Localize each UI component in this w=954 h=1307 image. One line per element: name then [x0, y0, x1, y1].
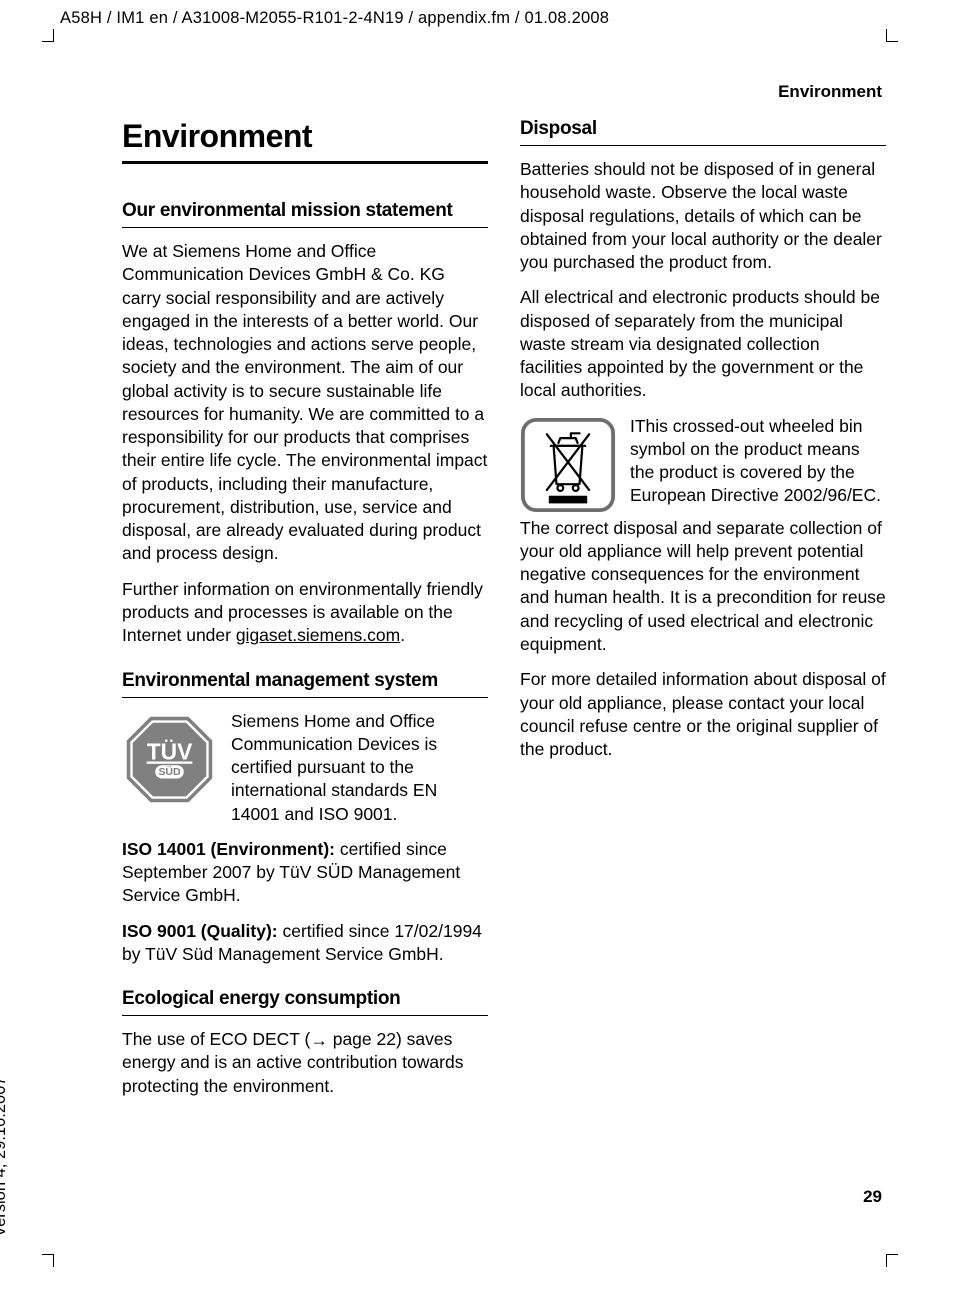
body-text: Further information on environmentally f… — [122, 578, 488, 648]
tuv-sud-icon: TÜV SÜD — [122, 712, 217, 807]
weee-text: IThis crossed-out wheeled bin symbol on … — [630, 415, 886, 513]
crop-mark — [886, 1255, 887, 1267]
crop-mark — [42, 41, 54, 42]
tuv-text: Siemens Home and Office Communication De… — [231, 710, 488, 826]
column-right: Disposal Batteries should not be dispose… — [520, 118, 886, 1110]
column-left: Environment Our environmental mission st… — [122, 118, 488, 1110]
weee-crossed-bin-icon — [520, 417, 616, 513]
text: The use of ECO DECT ( — [122, 1029, 310, 1049]
doc-header-path: A58H / IM1 en / A31008-M2055-R101-2-4N19… — [60, 9, 609, 28]
body-text: All electrical and electronic products s… — [520, 286, 886, 402]
tuv-block: TÜV SÜD Siemens Home and Office Communic… — [122, 710, 488, 826]
crop-mark — [886, 1254, 898, 1255]
page-title: Environment — [122, 118, 488, 164]
crop-mark — [53, 29, 54, 41]
arrow-icon: → — [310, 1029, 328, 1052]
body-text: For more detailed information about disp… — [520, 668, 886, 761]
link-gigaset[interactable]: gigaset.siemens.com — [236, 625, 400, 645]
heading-disposal: Disposal — [520, 118, 886, 146]
crop-mark — [886, 29, 887, 41]
text-bold: ISO 14001 (Environment): — [122, 839, 335, 859]
heading-ems: Environmental management system — [122, 670, 488, 698]
page-number: 29 — [863, 1187, 882, 1207]
body-text: The use of ECO DECT (→ page 22) saves en… — [122, 1028, 488, 1098]
body-text: The correct disposal and separate collec… — [520, 517, 886, 657]
running-head: Environment — [778, 82, 882, 102]
svg-text:SÜD: SÜD — [158, 765, 180, 778]
text: . — [400, 625, 405, 645]
text-bold: ISO 9001 (Quality): — [122, 921, 278, 941]
heading-mission: Our environmental mission statement — [122, 200, 488, 228]
body-text: ISO 14001 (Environment): certified since… — [122, 838, 488, 908]
heading-eco: Ecological energy consumption — [122, 988, 488, 1016]
page-ref[interactable]: page 22 — [328, 1029, 396, 1049]
body-text: Batteries should not be disposed of in g… — [520, 158, 886, 274]
weee-block: IThis crossed-out wheeled bin symbol on … — [520, 415, 886, 513]
body-text: ISO 9001 (Quality): certified since 17/0… — [122, 920, 488, 967]
content-area: Environment Our environmental mission st… — [122, 118, 886, 1110]
crop-mark — [886, 41, 898, 42]
svg-text:TÜV: TÜV — [147, 738, 193, 764]
version-side-text: Version 4, 29.10.2007 — [0, 1076, 10, 1237]
body-text: We at Siemens Home and Office Communicat… — [122, 240, 488, 566]
crop-mark — [53, 1255, 54, 1267]
